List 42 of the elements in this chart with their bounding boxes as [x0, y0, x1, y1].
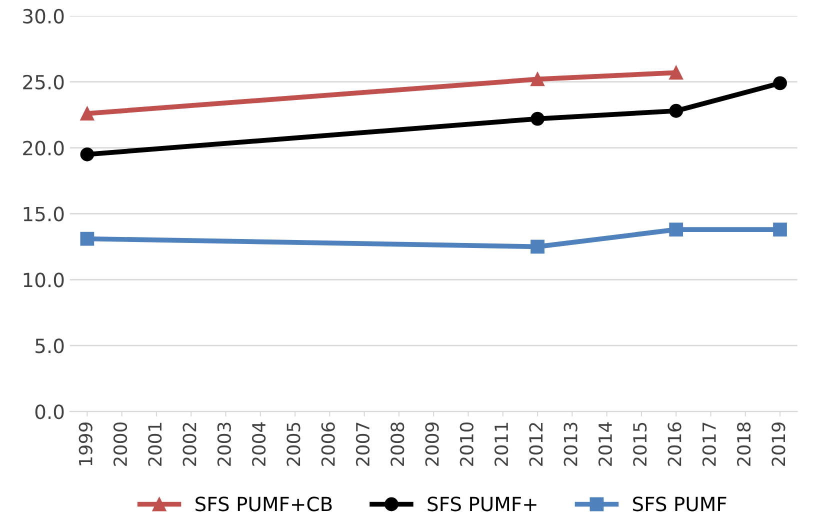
point — [530, 240, 544, 254]
x-tick-label: 2009 — [425, 422, 439, 466]
x-tick-label: 2011 — [494, 422, 508, 466]
point — [80, 232, 94, 246]
x-tick-label: 2008 — [390, 422, 404, 466]
legend-label: SFS PUMF — [633, 496, 726, 512]
legend-label: SFS PUMF+CB — [196, 496, 332, 512]
x-tick-label: 2000 — [113, 422, 128, 466]
x-tick-label: 2001 — [148, 422, 162, 466]
point — [530, 112, 544, 126]
point — [669, 66, 684, 80]
point — [669, 104, 684, 118]
x-tick-label: 2014 — [598, 422, 612, 466]
y-tick-label: 15.0 — [24, 206, 64, 222]
x-tick-label: 2005 — [286, 422, 300, 466]
x-tick-label: 2015 — [633, 422, 647, 466]
point — [773, 76, 787, 90]
legend-label: SFS PUMF+ — [428, 496, 536, 512]
point — [80, 106, 94, 120]
x-tick-label: 1999 — [78, 422, 92, 466]
y-tick-label: 25.0 — [23, 74, 64, 90]
y-tick-label: 20.0 — [23, 140, 64, 156]
x-tick-label: 2003 — [217, 422, 231, 466]
point — [773, 222, 787, 236]
point — [80, 147, 94, 162]
point — [530, 72, 544, 86]
y-tick-label: 10.0 — [24, 272, 64, 288]
y-tick-label: 30.0 — [23, 8, 64, 24]
point — [669, 222, 684, 236]
x-tick-label: 2002 — [182, 423, 196, 466]
x-tick-label: 2007 — [356, 422, 370, 466]
x-tick-label: 2018 — [736, 422, 751, 466]
y-tick-label: 5.0 — [36, 338, 64, 354]
x-tick-label: 2013 — [564, 422, 578, 466]
x-tick-label: 2012 — [529, 423, 543, 466]
x-tick-label: 2017 — [702, 422, 716, 466]
x-tick-label: 2004 — [252, 422, 266, 466]
x-tick-label: 2006 — [321, 422, 335, 466]
x-tick-label: 2010 — [460, 422, 474, 466]
x-tick-label: 2019 — [772, 422, 786, 466]
y-tick-label: 0.0 — [35, 404, 64, 420]
x-tick-label: 2016 — [668, 422, 682, 466]
